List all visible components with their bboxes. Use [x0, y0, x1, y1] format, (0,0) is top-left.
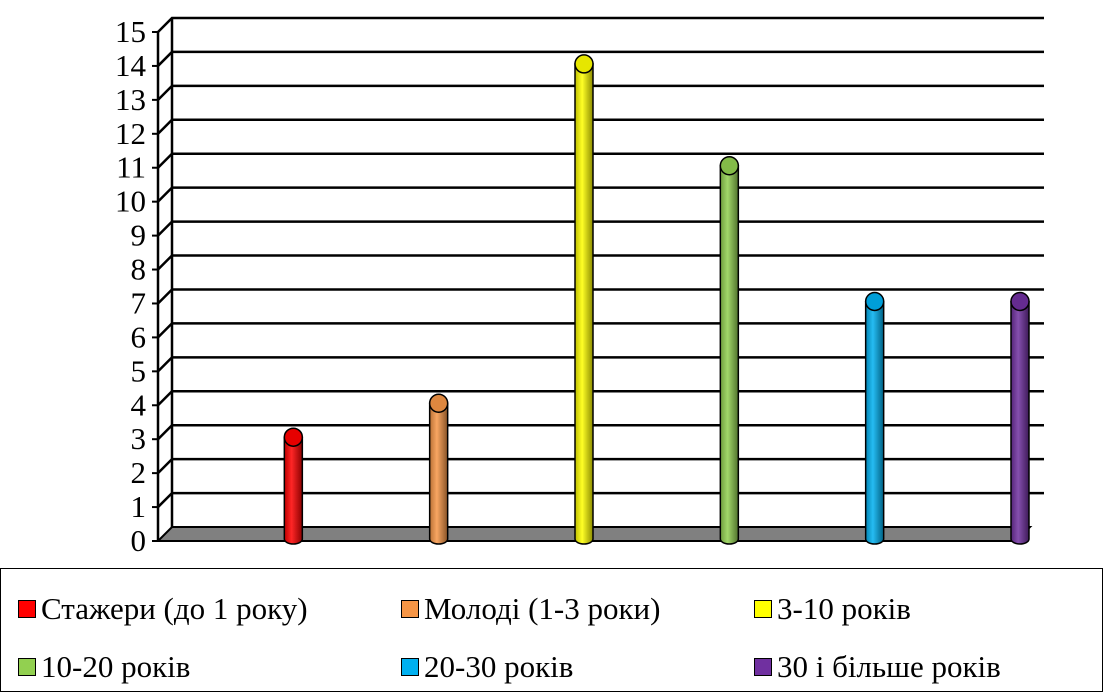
gridline — [157, 491, 1044, 508]
bar-top — [1010, 291, 1030, 312]
y-tick-label: 13 — [115, 82, 146, 117]
gridlines — [152, 16, 1044, 542]
y-tick-label: 14 — [115, 48, 147, 83]
gridline — [157, 288, 1044, 305]
legend-label: Стажери (до 1 року) — [41, 591, 308, 626]
legend-item-young: Молоді (1-3 роки) — [401, 591, 660, 627]
bar-body — [864, 300, 885, 545]
legend-label: 10-20 років — [41, 649, 191, 684]
y-tick-label: 0 — [131, 523, 147, 558]
gridline — [157, 84, 1044, 101]
y-tick-label: 1 — [131, 489, 147, 524]
legend-item-20-30: 20-30 років — [401, 649, 573, 685]
gridline — [157, 50, 1044, 67]
bar-top — [283, 427, 304, 447]
legend-swatch — [754, 658, 772, 676]
legend-label: 20-30 років — [424, 649, 574, 684]
bar-2 — [574, 54, 594, 545]
gridline — [157, 118, 1044, 135]
gridline — [157, 186, 1044, 203]
y-tick-label: 15 — [115, 14, 146, 49]
bar-5 — [1010, 291, 1030, 545]
bar-body — [719, 164, 740, 545]
bar-top — [428, 393, 449, 414]
legend-swatch — [18, 600, 36, 618]
legend-swatch — [754, 600, 772, 618]
legend-item-30-plus: 30 і більше років — [754, 649, 1001, 685]
legend-item-trainees: Стажери (до 1 року) — [18, 591, 308, 627]
y-tick-label: 2 — [131, 455, 147, 490]
bar-body — [283, 436, 304, 545]
legend-item-3-10: 3-10 років — [754, 591, 911, 627]
gridline — [157, 254, 1044, 271]
bar-body — [428, 402, 449, 545]
legend: Стажери (до 1 року) Молоді (1-3 роки) 3-… — [0, 568, 1103, 692]
y-tick-label: 7 — [131, 285, 147, 320]
legend-label: Молоді (1-3 роки) — [424, 591, 661, 626]
bar-top — [574, 54, 594, 74]
gridline — [157, 423, 1044, 441]
gridline — [157, 220, 1044, 237]
bars — [283, 54, 1030, 545]
bar-body — [574, 63, 594, 545]
y-tick-label: 3 — [131, 421, 147, 456]
y-tick-label: 5 — [131, 353, 147, 388]
legend-swatch — [401, 658, 419, 676]
y-tick-label: 6 — [131, 319, 147, 354]
y-tick-label: 4 — [131, 387, 147, 422]
bar-4 — [864, 291, 885, 545]
y-tick-label: 9 — [131, 218, 147, 253]
bar-body — [1010, 300, 1030, 545]
y-tick-label: 12 — [115, 116, 146, 151]
gridline — [157, 322, 1044, 339]
gridline — [157, 356, 1044, 373]
y-tick-label: 11 — [116, 150, 146, 185]
legend-label: 3-10 років — [777, 591, 911, 626]
legend-swatch — [401, 600, 419, 618]
bar-0 — [283, 427, 304, 545]
legend-label: 30 і більше років — [777, 649, 1001, 684]
gridline — [157, 457, 1044, 475]
bar-top — [864, 291, 885, 312]
gridline — [157, 152, 1044, 169]
y-tick-label: 8 — [131, 252, 147, 287]
gridline — [157, 390, 1044, 407]
bar-1 — [428, 393, 449, 545]
legend-swatch — [18, 658, 36, 676]
y-tick-label: 10 — [115, 184, 146, 219]
bar-top — [719, 155, 740, 176]
gridline — [157, 16, 1044, 33]
bar-3 — [719, 155, 740, 545]
legend-item-10-20: 10-20 років — [18, 649, 190, 685]
